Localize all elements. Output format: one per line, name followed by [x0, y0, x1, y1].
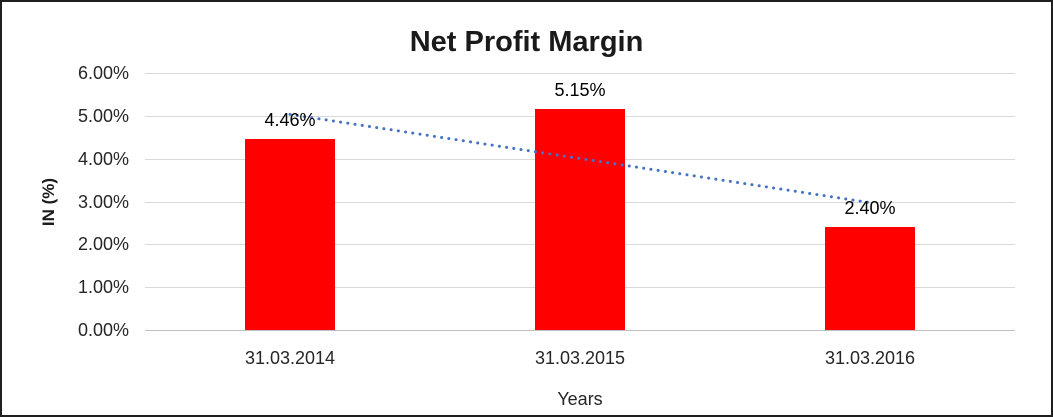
x-axis-line — [145, 330, 1015, 331]
bar-31.03.2016 — [825, 227, 915, 330]
x-tick-label-31.03.2016: 31.03.2016 — [824, 348, 916, 368]
y-tick-label: 4.00% — [77, 148, 129, 169]
chart-title: Net Profit Margin — [409, 26, 644, 58]
y-tick-label: 5.00% — [77, 105, 129, 126]
gridline — [145, 73, 1015, 74]
y-tick-label: 1.00% — [77, 277, 129, 298]
x-tick-label-31.03.2015: 31.03.2015 — [534, 348, 626, 368]
x-tick-label-31.03.2014: 31.03.2014 — [244, 348, 336, 368]
y-tick-label: 6.00% — [77, 63, 129, 83]
bar-31.03.2014 — [245, 138, 335, 330]
data-label-31.03.2016: 2.40% — [844, 198, 896, 219]
y-tick-label: 3.00% — [77, 191, 129, 212]
data-label-31.03.2015: 5.15% — [554, 80, 606, 101]
x-axis-title: Years — [557, 389, 603, 409]
y-axis-title: IN (%) — [39, 177, 58, 227]
y-tick-label: 2.00% — [77, 234, 129, 255]
y-tick-label: 0.00% — [77, 320, 129, 340]
data-label-31.03.2014: 4.46% — [264, 109, 316, 130]
bar-31.03.2015 — [535, 109, 625, 330]
